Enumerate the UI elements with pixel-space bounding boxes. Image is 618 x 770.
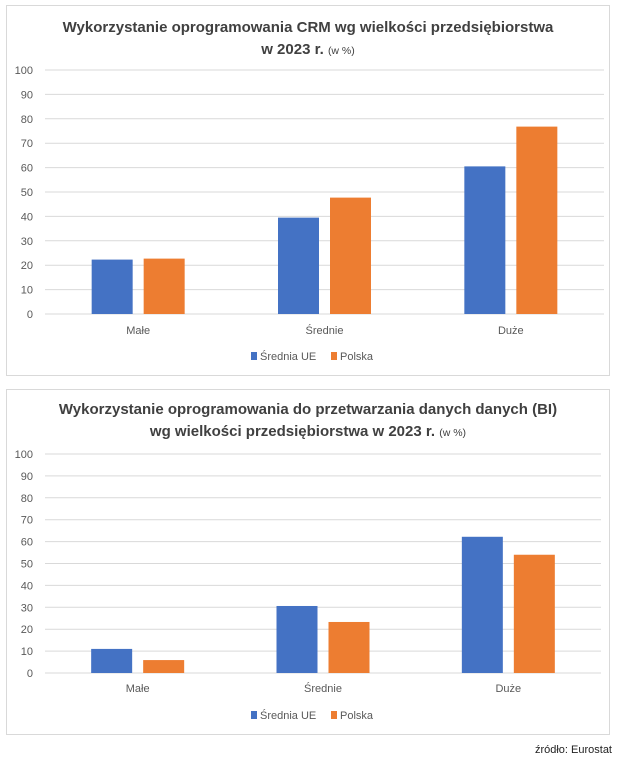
title-line-2: wg wielkości przedsiębiorstwa w 2023 r. bbox=[149, 423, 436, 440]
bi-bar-chart: 0 10 20 30 40 50 60 70 80 90 100 Małe Średnie Duże Śre… bbox=[15, 449, 601, 722]
legend-swatch bbox=[251, 352, 257, 360]
bar-polska bbox=[328, 621, 370, 673]
y-tick-label: 50 bbox=[21, 559, 33, 571]
bar-polska bbox=[516, 126, 558, 314]
y-tick-label: 30 bbox=[21, 236, 33, 248]
y-tick-label: 70 bbox=[21, 515, 33, 527]
y-tick-label: 60 bbox=[21, 163, 33, 175]
bar-polska bbox=[513, 554, 555, 673]
bar-srednia-ue bbox=[278, 217, 319, 314]
title-unit: (w %) bbox=[327, 45, 355, 57]
title-line-2: w 2023 r. bbox=[261, 41, 324, 58]
legend-label: Polska bbox=[340, 710, 374, 722]
legend-label: Średnia UE bbox=[260, 350, 316, 363]
x-tick-label: Średnie bbox=[304, 682, 342, 695]
y-tick-label: 90 bbox=[21, 89, 33, 101]
bi-chart-panel: Wykorzystanie oprogramowania do przetwar… bbox=[6, 389, 610, 735]
chart-title: Wykorzystanie oprogramowania do przetwar… bbox=[7, 399, 609, 444]
source-note: źródło: Eurostat bbox=[534, 744, 612, 756]
y-tick-label: 80 bbox=[21, 493, 33, 505]
y-tick-label: 10 bbox=[21, 285, 33, 297]
legend-swatch bbox=[251, 711, 257, 719]
bar-srednia-ue bbox=[276, 605, 318, 673]
title-line-1: Wykorzystanie oprogramowania do przetwar… bbox=[58, 401, 558, 418]
legend-swatch bbox=[331, 352, 337, 360]
y-tick-label: 0 bbox=[27, 668, 33, 680]
legend-label: Średnia UE bbox=[260, 709, 316, 722]
bar-srednia-ue bbox=[91, 259, 133, 314]
y-tick-label: 40 bbox=[21, 211, 33, 223]
x-tick-label: Małe bbox=[126, 683, 150, 695]
crm-bar-chart: 0 10 20 30 40 50 60 70 80 90 100 Małe Średnie Duże Śre… bbox=[15, 65, 604, 363]
y-tick-label: 80 bbox=[21, 114, 33, 126]
crm-chart-panel: Wykorzystanie oprogramowania CRM wg wiel… bbox=[6, 5, 610, 376]
bar-polska bbox=[143, 258, 185, 314]
title-line-1: Wykorzystanie oprogramowania CRM wg wiel… bbox=[62, 19, 554, 36]
x-tick-label: Duże bbox=[498, 325, 524, 337]
y-tick-label: 0 bbox=[27, 309, 33, 321]
y-tick-label: 60 bbox=[21, 537, 33, 549]
y-tick-label: 50 bbox=[21, 187, 33, 199]
x-tick-label: Średnie bbox=[306, 324, 344, 337]
title-unit: (w %) bbox=[439, 427, 467, 439]
bar-srednia-ue bbox=[464, 166, 506, 314]
y-tick-label: 100 bbox=[15, 449, 33, 461]
bar-srednia-ue bbox=[91, 648, 133, 673]
chart-title: Wykorzystanie oprogramowania CRM wg wiel… bbox=[7, 17, 609, 62]
y-tick-label: 90 bbox=[21, 471, 33, 483]
y-tick-label: 100 bbox=[15, 65, 33, 77]
bar-polska bbox=[143, 660, 185, 673]
legend-label: Polska bbox=[340, 351, 374, 363]
bar-polska bbox=[330, 197, 371, 314]
y-tick-label: 10 bbox=[21, 646, 33, 658]
y-tick-label: 40 bbox=[21, 580, 33, 592]
x-tick-label: Małe bbox=[126, 325, 150, 337]
bar-srednia-ue bbox=[461, 536, 503, 673]
y-tick-label: 70 bbox=[21, 138, 33, 150]
legend-swatch bbox=[331, 711, 337, 719]
y-tick-label: 20 bbox=[21, 260, 33, 272]
y-tick-label: 30 bbox=[21, 602, 33, 614]
y-tick-label: 20 bbox=[21, 624, 33, 636]
x-tick-label: Duże bbox=[495, 683, 521, 695]
